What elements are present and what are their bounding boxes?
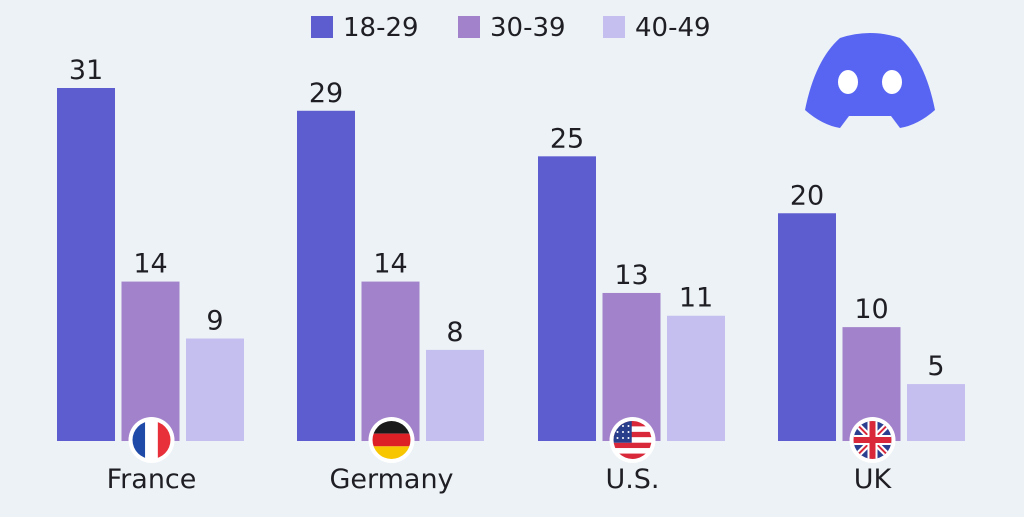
germany-flag-icon bbox=[368, 417, 415, 463]
legend-label-18-29: 18-29 bbox=[343, 13, 419, 43]
bar-germany-30-39 bbox=[361, 281, 420, 441]
legend: 18-29 30-39 40-49 bbox=[311, 13, 711, 43]
bar-germany-40-49 bbox=[426, 349, 484, 441]
value-label-uk-30-39: 10 bbox=[854, 294, 888, 325]
france-flag-icon bbox=[128, 417, 175, 463]
value-label-u-s-18-29: 25 bbox=[550, 123, 584, 154]
value-label-france-40-49: 9 bbox=[206, 306, 223, 337]
legend-swatch-18-29 bbox=[311, 16, 333, 38]
category-label-germany: Germany bbox=[329, 464, 453, 495]
bar-u-s-18-29 bbox=[538, 156, 596, 442]
discord-logo-icon bbox=[805, 33, 935, 128]
value-label-germany-40-49: 8 bbox=[446, 317, 463, 348]
value-label-france-30-39: 14 bbox=[133, 249, 167, 280]
legend-label-30-39: 30-39 bbox=[490, 13, 566, 43]
bar-france-30-39 bbox=[121, 281, 180, 441]
category-label-france: France bbox=[107, 464, 197, 495]
data-labels: 31 14 9 29 14 8 25 13 11 20 10 5 bbox=[69, 55, 945, 382]
bar-france-40-49 bbox=[186, 338, 244, 441]
bar-germany-18-29 bbox=[297, 110, 355, 441]
category-labels: France Germany U.S. UK bbox=[107, 464, 893, 495]
legend-label-40-49: 40-49 bbox=[635, 13, 711, 43]
bar-france-18-29 bbox=[57, 88, 115, 441]
value-label-u-s-40-49: 11 bbox=[679, 283, 713, 314]
bars bbox=[57, 88, 965, 442]
value-label-u-s-30-39: 13 bbox=[614, 260, 648, 291]
legend-swatch-40-49 bbox=[603, 16, 625, 38]
value-label-germany-18-29: 29 bbox=[309, 78, 343, 109]
us-flag-icon bbox=[609, 417, 656, 463]
value-label-germany-30-39: 14 bbox=[373, 249, 407, 280]
category-label-u-s: U.S. bbox=[605, 464, 659, 495]
category-label-uk: UK bbox=[854, 464, 893, 495]
value-label-uk-18-29: 20 bbox=[790, 180, 824, 211]
uk-flag-icon bbox=[849, 417, 896, 463]
bar-u-s-30-39 bbox=[602, 292, 661, 441]
legend-swatch-30-39 bbox=[458, 16, 480, 38]
value-label-uk-40-49: 5 bbox=[927, 351, 944, 382]
flags bbox=[128, 417, 896, 463]
bar-u-s-40-49 bbox=[667, 315, 725, 441]
bar-uk-40-49 bbox=[907, 384, 965, 441]
value-label-france-18-29: 31 bbox=[69, 55, 103, 86]
bar-uk-18-29 bbox=[778, 213, 836, 441]
